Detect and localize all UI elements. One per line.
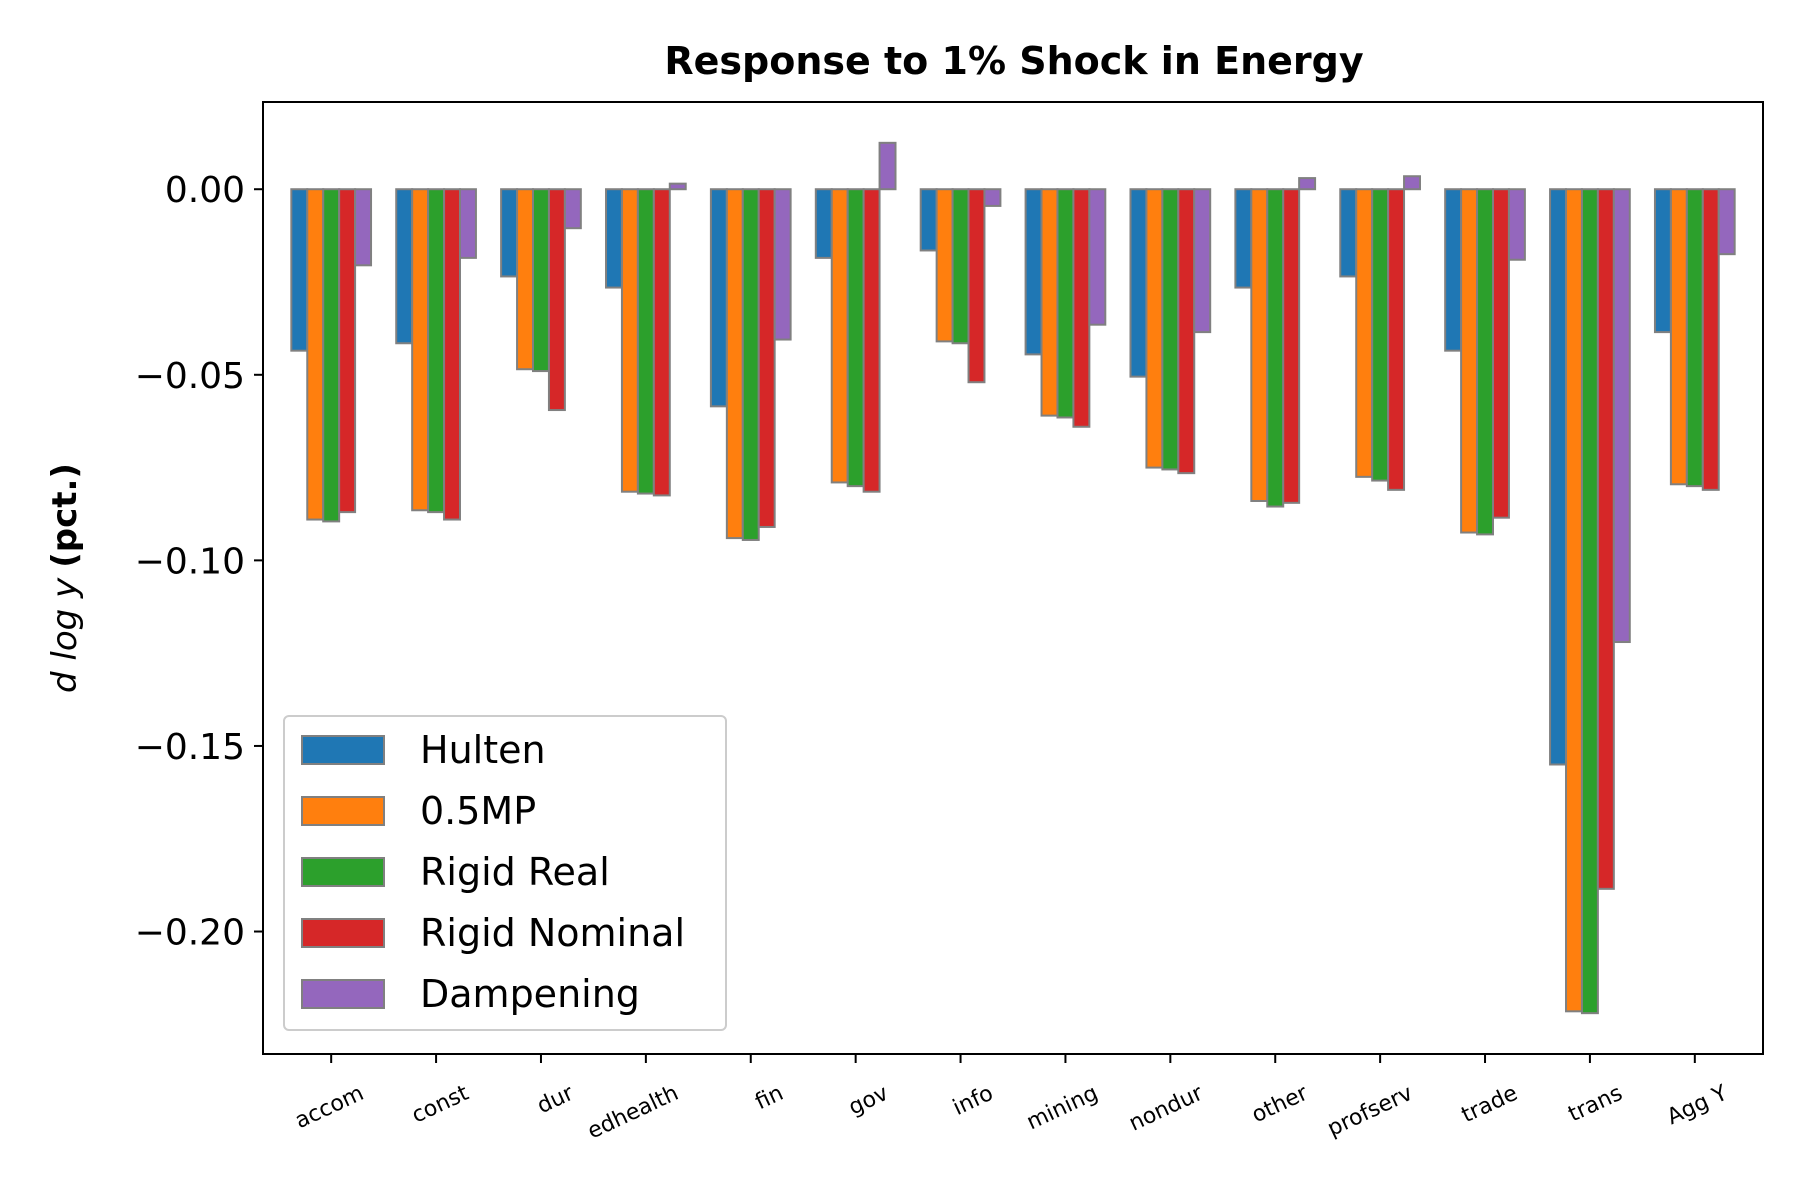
legend-label: 0.5MP — [420, 789, 536, 833]
bar-fin-rigid-real — [741, 188, 760, 541]
bar-profserv-rigid-nominal — [1387, 188, 1406, 491]
y-tick-label: −0.20 — [135, 913, 245, 954]
bar-nondur-dampening — [1193, 188, 1212, 334]
legend-swatch — [301, 918, 385, 948]
plot-frame — [262, 101, 1764, 1055]
bar-trade-0-5mp — [1460, 188, 1479, 534]
chart-title: Response to 1% Shock in Energy — [664, 39, 1363, 83]
bar-const-dampening — [458, 188, 477, 259]
legend-swatch — [301, 735, 385, 765]
y-axis-label-unit: (pct.) — [45, 463, 85, 568]
bar-edhealth-hulten — [605, 188, 623, 289]
bar-fin-hulten — [709, 188, 728, 408]
y-tick-label: −0.10 — [135, 541, 245, 582]
bar-accom-0-5mp — [306, 188, 325, 521]
bar-other-rigid-real — [1266, 188, 1285, 508]
bar-other-hulten — [1234, 188, 1253, 289]
legend: Hulten 0.5MP Rigid Real Rigid Nominal Dampen… — [283, 715, 727, 1031]
bar-agg-y-hulten — [1653, 188, 1672, 334]
bar-nondur-rigid-nominal — [1177, 188, 1196, 475]
y-tick-label: 0.00 — [165, 170, 245, 211]
legend-label: Dampening — [420, 972, 640, 1016]
bar-other-0-5mp — [1250, 188, 1269, 502]
bar-fin-0-5mp — [725, 188, 744, 540]
bar-const-hulten — [395, 188, 414, 345]
bar-info-dampening — [983, 188, 1002, 207]
bar-agg-y-dampening — [1717, 188, 1736, 256]
bar-info-hulten — [919, 188, 938, 252]
y-axis: 0.00 −0.05 −0.10 −0.15 −0.20 — [135, 170, 263, 954]
bar-const-0-5mp — [411, 188, 430, 512]
bar-trade-hulten — [1444, 188, 1463, 352]
bar-agg-y-rigid-nominal — [1701, 188, 1720, 491]
legend-label: Hulten — [420, 728, 546, 772]
bar-dur-hulten — [500, 188, 519, 278]
y-axis-label: d log y (pct.) — [45, 463, 85, 693]
y-axis-label-math: d log y — [45, 577, 85, 693]
bar-gov-dampening — [878, 141, 897, 191]
legend-label: Rigid Real — [420, 850, 610, 894]
bar-info-rigid-real — [951, 188, 970, 345]
bar-edhealth-rigid-nominal — [652, 188, 671, 497]
bars-layer — [290, 141, 1736, 1015]
legend-swatch — [301, 796, 385, 826]
legend-swatch — [301, 857, 385, 887]
legend-box — [283, 715, 727, 1031]
bar-gov-0-5mp — [830, 188, 849, 484]
bar-dur-rigid-nominal — [547, 188, 566, 412]
bar-profserv-hulten — [1339, 188, 1358, 278]
bar-other-rigid-nominal — [1282, 188, 1301, 504]
bar-trans-rigid-real — [1580, 188, 1599, 1015]
bar-other-dampening — [1298, 177, 1317, 191]
bar-gov-rigid-real — [846, 188, 865, 488]
bar-trans-hulten — [1549, 188, 1568, 766]
bar-const-rigid-real — [427, 188, 446, 514]
bar-accom-dampening — [354, 188, 373, 267]
bar-mining-hulten — [1024, 188, 1043, 356]
bar-accom-hulten — [290, 188, 309, 352]
bar-dur-dampening — [563, 188, 582, 230]
bar-profserv-0-5mp — [1355, 188, 1374, 478]
bar-const-rigid-nominal — [443, 188, 461, 521]
bar-edhealth-dampening — [668, 182, 687, 191]
bar-nondur-hulten — [1129, 188, 1148, 378]
bar-mining-rigid-real — [1056, 188, 1075, 419]
bar-trans-0-5mp — [1565, 188, 1583, 1013]
bar-dur-0-5mp — [516, 188, 534, 371]
y-tick-label: −0.15 — [135, 727, 245, 768]
bar-trade-rigid-real — [1476, 188, 1495, 536]
bar-info-0-5mp — [935, 188, 954, 343]
bar-nondur-rigid-real — [1161, 188, 1180, 471]
bar-trade-rigid-nominal — [1492, 188, 1510, 519]
bar-profserv-rigid-real — [1371, 188, 1390, 482]
bar-trade-dampening — [1507, 188, 1526, 261]
bar-trans-dampening — [1612, 188, 1631, 644]
bar-fin-rigid-nominal — [757, 188, 776, 528]
bar-fin-dampening — [773, 188, 792, 341]
bar-mining-rigid-nominal — [1072, 188, 1091, 428]
bar-accom-rigid-nominal — [338, 188, 357, 514]
bar-edhealth-rigid-real — [636, 188, 655, 495]
bar-mining-0-5mp — [1040, 188, 1059, 417]
bar-info-rigid-nominal — [967, 188, 986, 384]
legend-label: Rigid Nominal — [420, 911, 685, 955]
bar-nondur-0-5mp — [1145, 188, 1164, 469]
bar-dur-rigid-real — [532, 188, 550, 373]
bar-gov-rigid-nominal — [862, 188, 881, 493]
bar-agg-y-0-5mp — [1669, 188, 1688, 486]
legend-swatch — [301, 979, 385, 1009]
bar-edhealth-0-5mp — [620, 188, 639, 493]
bar-mining-dampening — [1088, 188, 1107, 326]
bar-accom-rigid-real — [322, 188, 341, 523]
bar-trans-rigid-nominal — [1596, 188, 1615, 890]
y-tick-label: −0.05 — [135, 356, 245, 397]
bar-profserv-dampening — [1403, 175, 1421, 191]
bar-gov-hulten — [814, 188, 833, 259]
bar-agg-y-rigid-real — [1685, 188, 1704, 488]
